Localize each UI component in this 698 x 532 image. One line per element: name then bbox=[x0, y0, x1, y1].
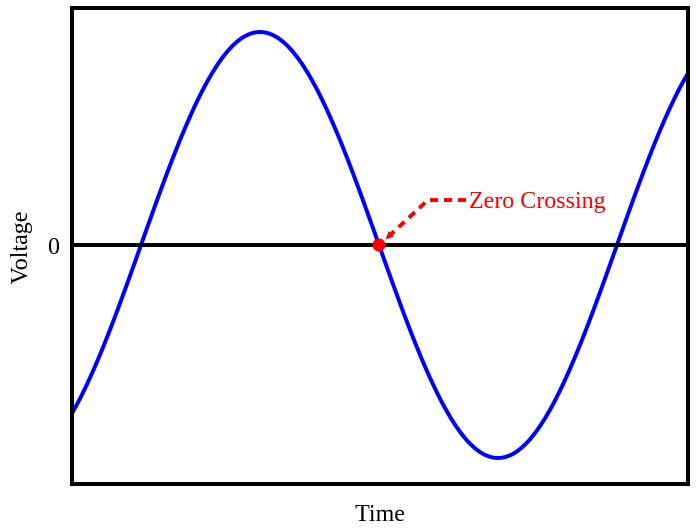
annotation-arrow bbox=[385, 198, 466, 240]
zero-label: 0 bbox=[48, 234, 60, 260]
x-axis-label: Time bbox=[355, 501, 405, 527]
y-axis-label: Voltage bbox=[7, 212, 33, 285]
annotation-label: Zero Crossing bbox=[469, 188, 606, 214]
plot-frame bbox=[70, 6, 690, 486]
zero-crossing-point bbox=[372, 238, 386, 252]
